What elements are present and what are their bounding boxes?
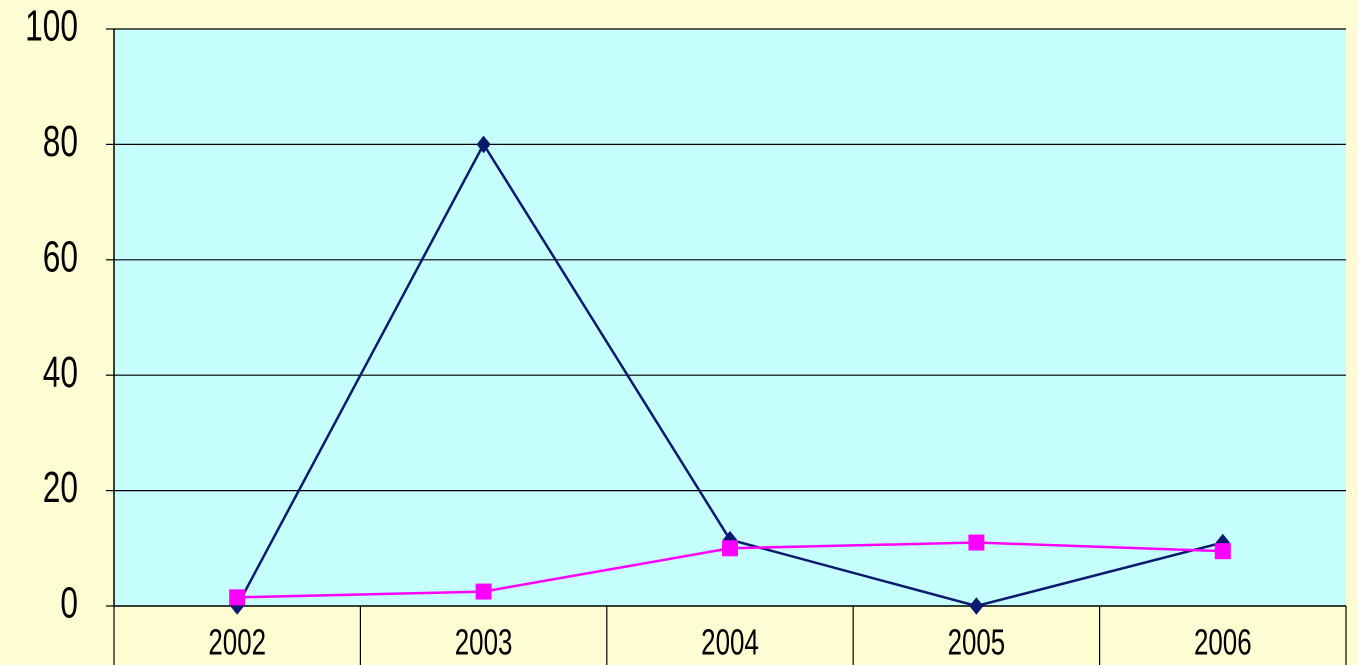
series-2-point-2004 bbox=[722, 540, 738, 557]
x-tick-label-2006: 2006 bbox=[1194, 622, 1252, 662]
plot-area bbox=[114, 29, 1346, 606]
series-1-point-2003 bbox=[476, 135, 491, 154]
series-2-point-2005 bbox=[968, 534, 985, 551]
x-tick-label-2003: 2003 bbox=[455, 622, 513, 662]
x-tick-label-2005: 2005 bbox=[948, 622, 1006, 662]
x-tick-label-2004: 2004 bbox=[701, 622, 759, 662]
series-2-point-2002 bbox=[229, 589, 246, 606]
y-tick-label-80: 80 bbox=[43, 117, 78, 166]
y-axis-ticks: 0 20 40 60 80 100 bbox=[25, 2, 114, 628]
series-2-point-2006 bbox=[1214, 543, 1231, 560]
axes bbox=[113, 29, 1346, 607]
series-2 bbox=[229, 534, 1231, 606]
series-1-point-2005 bbox=[969, 597, 984, 615]
y-tick-label-60: 60 bbox=[43, 232, 78, 281]
category-table bbox=[113, 606, 1347, 665]
x-axis-ticks: 2002 2003 2004 2005 2006 bbox=[208, 622, 1251, 662]
gridlines bbox=[114, 28, 1346, 492]
y-tick-label-20: 20 bbox=[43, 463, 78, 512]
series-2-point-2003 bbox=[475, 583, 492, 600]
y-tick-label-100: 100 bbox=[25, 2, 78, 51]
series-layer bbox=[229, 135, 1231, 615]
y-tick-label-0: 0 bbox=[60, 579, 78, 628]
x-tick-label-2002: 2002 bbox=[208, 622, 266, 662]
y-tick-label-40: 40 bbox=[43, 348, 78, 397]
